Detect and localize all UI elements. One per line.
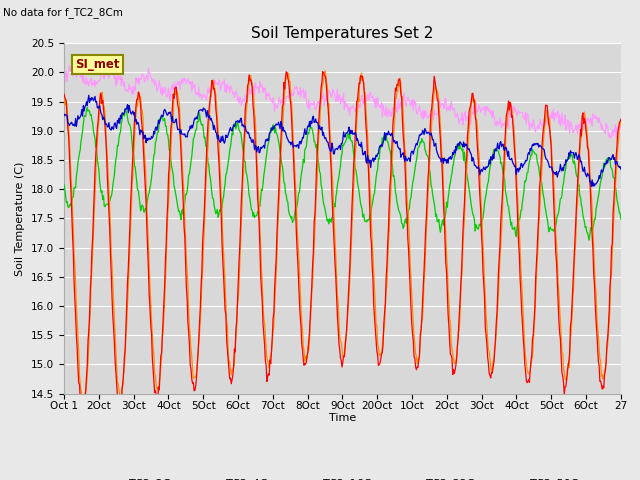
Text: No data for f_TC2_8Cm: No data for f_TC2_8Cm [3,7,123,18]
Legend: TC2_2Cm, TC2_4Cm, TC2_16Cm, TC2_32Cm, TC2_50Cm: TC2_2Cm, TC2_4Cm, TC2_16Cm, TC2_32Cm, TC… [91,473,594,480]
Title: Soil Temperatures Set 2: Soil Temperatures Set 2 [252,25,433,41]
X-axis label: Time: Time [329,413,356,422]
Text: SI_met: SI_met [75,58,120,71]
Y-axis label: Soil Temperature (C): Soil Temperature (C) [15,161,26,276]
